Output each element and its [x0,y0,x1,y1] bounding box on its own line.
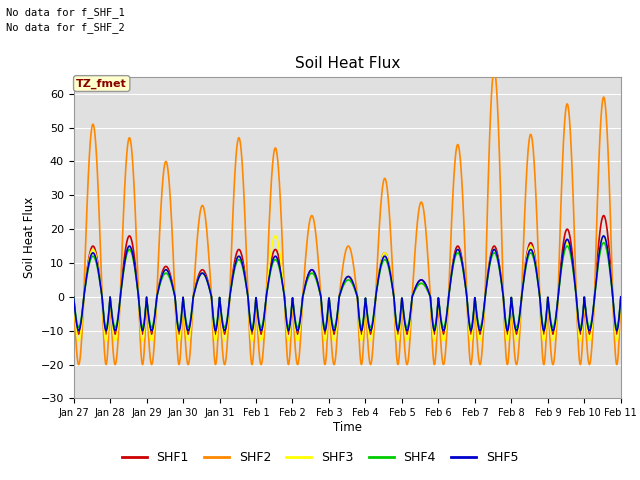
SHF2 [507,315,515,321]
Line: SHF1: SHF1 [74,216,621,334]
SHF5 [584,324,592,330]
SHF2 [148,361,156,367]
SHF3 [70,294,77,300]
SHF1 [506,309,514,315]
Line: SHF3: SHF3 [74,236,621,341]
SHF2 [375,229,383,235]
SHF3 [364,318,371,324]
SHF1 [569,254,577,260]
Title: Soil Heat Flux: Soil Heat Flux [294,57,400,72]
SHF1 [617,294,625,300]
SHF3 [617,294,625,300]
Legend: SHF1, SHF2, SHF3, SHF4, SHF5: SHF1, SHF2, SHF3, SHF4, SHF5 [116,446,524,469]
SHF3 [223,331,230,337]
Line: SHF4: SHF4 [74,243,621,327]
SHF2 [584,356,592,362]
SHF5 [375,272,383,277]
Y-axis label: Soil Heat Flux: Soil Heat Flux [23,197,36,278]
Line: SHF2: SHF2 [74,70,621,364]
SHF1 [148,331,156,337]
SHF1 [70,294,77,300]
SHF2 [569,187,577,193]
SHF5 [364,311,371,316]
SHF3 [569,264,577,270]
SHF3 [148,338,156,344]
SHF5 [223,323,230,328]
SHF5 [70,294,77,300]
SHF2 [70,294,77,300]
SHF1 [375,270,383,276]
SHF1 [584,327,592,333]
SHF5 [600,233,607,239]
SHF4 [600,240,607,246]
SHF5 [506,308,514,313]
SHF3 [376,268,383,274]
Text: No data for f_SHF_2: No data for f_SHF_2 [6,22,125,33]
SHF5 [148,328,156,334]
SHF4 [569,264,577,270]
Text: No data for f_SHF_1: No data for f_SHF_1 [6,7,125,18]
SHF4 [506,306,514,312]
SHF4 [584,321,592,327]
Text: TZ_fmet: TZ_fmet [76,78,127,89]
SHF4 [148,324,156,330]
SHF1 [600,213,607,218]
SHF2 [490,67,498,73]
SHF4 [375,274,383,279]
SHF3 [271,233,279,239]
X-axis label: Time: Time [333,421,362,434]
SHF2 [223,351,230,357]
Line: SHF5: SHF5 [74,236,621,331]
SHF3 [584,335,592,340]
SHF4 [617,294,625,300]
SHF1 [223,325,230,331]
SHF2 [617,294,625,300]
SHF5 [617,294,625,300]
SHF4 [364,309,371,314]
SHF4 [70,294,77,300]
SHF1 [364,312,371,318]
SHF3 [507,308,515,313]
SHF5 [569,260,577,266]
SHF2 [364,327,371,333]
SHF4 [223,320,230,325]
